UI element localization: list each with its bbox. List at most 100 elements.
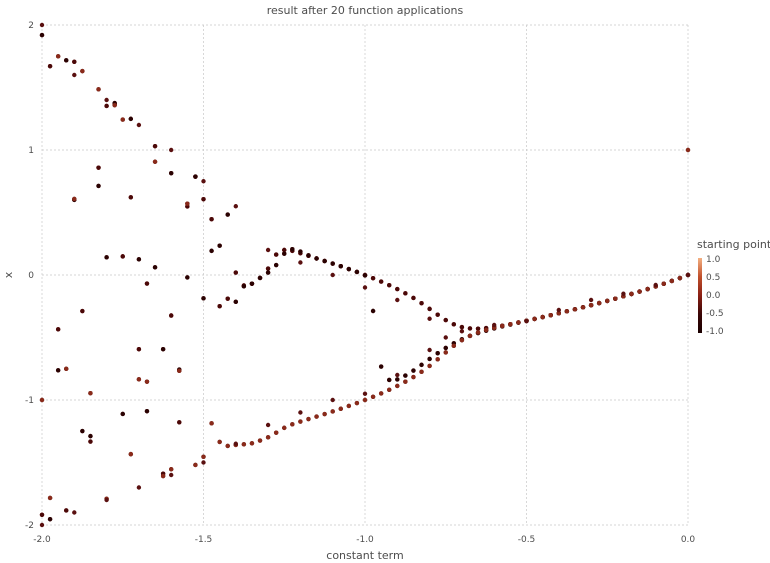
data-point — [72, 59, 77, 64]
data-point — [362, 397, 368, 403]
data-point — [104, 497, 109, 503]
data-point — [282, 251, 287, 256]
data-point — [217, 243, 222, 248]
data-point — [282, 247, 287, 253]
data-point — [169, 467, 174, 472]
data-point — [403, 379, 408, 384]
data-point — [411, 295, 416, 301]
data-point — [621, 291, 626, 296]
data-point — [443, 350, 448, 355]
data-point — [265, 422, 271, 428]
data-point — [516, 320, 521, 325]
data-point — [169, 170, 174, 176]
data-point — [435, 312, 440, 317]
x-tick-label: -0.5 — [518, 535, 536, 545]
x-tick-label: -1.5 — [195, 535, 213, 545]
data-point — [290, 247, 295, 252]
data-point — [427, 363, 432, 369]
data-point — [411, 374, 416, 380]
data-point — [160, 473, 166, 479]
data-point — [136, 122, 142, 128]
data-point — [443, 335, 448, 340]
data-point — [637, 289, 642, 294]
data-point — [241, 284, 247, 289]
data-point — [96, 165, 101, 170]
data-point — [298, 249, 303, 254]
data-point — [572, 307, 578, 312]
data-point — [177, 368, 182, 374]
data-point — [354, 269, 360, 275]
data-point — [387, 377, 392, 383]
x-tick-label: -1.0 — [356, 535, 374, 545]
data-point — [55, 368, 61, 373]
data-point — [233, 204, 238, 209]
data-point — [136, 257, 142, 262]
data-point — [104, 97, 109, 103]
data-point — [249, 441, 255, 446]
data-point — [136, 346, 142, 352]
data-point — [185, 275, 190, 280]
data-point — [290, 422, 295, 427]
data-point — [39, 22, 45, 28]
data-point — [564, 309, 570, 314]
data-point — [435, 351, 440, 356]
legend-tick-label: -0.5 — [706, 309, 724, 319]
data-point — [298, 419, 303, 424]
data-point — [273, 252, 279, 257]
data-point — [556, 311, 561, 316]
y-tick-label: 2 — [28, 21, 34, 31]
data-point — [338, 264, 343, 269]
data-point — [629, 291, 634, 297]
data-point — [403, 291, 408, 296]
data-point — [419, 369, 424, 375]
data-point — [233, 299, 238, 305]
data-point — [605, 298, 610, 304]
data-point — [395, 297, 400, 303]
data-point — [201, 454, 206, 459]
data-point — [80, 68, 85, 74]
data-point — [241, 442, 247, 447]
data-point — [64, 366, 69, 372]
data-point — [346, 266, 352, 272]
data-point — [661, 281, 666, 286]
data-point — [88, 433, 93, 439]
data-point — [346, 403, 352, 409]
data-point — [265, 247, 271, 253]
legend-tick-label: -1.0 — [706, 327, 724, 337]
data-point — [273, 430, 279, 435]
points — [39, 22, 691, 528]
data-point — [217, 304, 222, 309]
chart-title: result after 20 function applications — [267, 4, 464, 17]
colorbar — [698, 258, 702, 333]
data-point — [395, 383, 400, 389]
data-point — [185, 201, 190, 206]
data-point — [427, 306, 432, 312]
data-point — [128, 195, 134, 200]
data-point — [72, 510, 77, 515]
data-point — [467, 333, 473, 339]
x-tick-label: 0.0 — [681, 535, 696, 545]
data-point — [338, 406, 343, 411]
data-point — [225, 296, 230, 301]
data-point — [136, 377, 142, 382]
data-point — [677, 275, 683, 281]
data-point — [257, 275, 263, 281]
data-point — [47, 516, 53, 522]
data-point — [395, 372, 400, 378]
data-point — [209, 217, 214, 222]
data-point — [225, 212, 230, 217]
data-point — [298, 410, 303, 415]
data-point — [47, 495, 53, 501]
data-point — [104, 255, 109, 260]
data-point — [39, 32, 45, 38]
data-point — [193, 462, 198, 468]
data-point — [201, 179, 206, 184]
data-point — [314, 414, 319, 419]
data-point — [169, 313, 174, 318]
data-point — [233, 270, 238, 275]
data-point — [540, 314, 545, 320]
legend-title: starting point — [697, 238, 770, 251]
y-tick-label: 0 — [28, 271, 34, 281]
data-point — [47, 63, 53, 69]
